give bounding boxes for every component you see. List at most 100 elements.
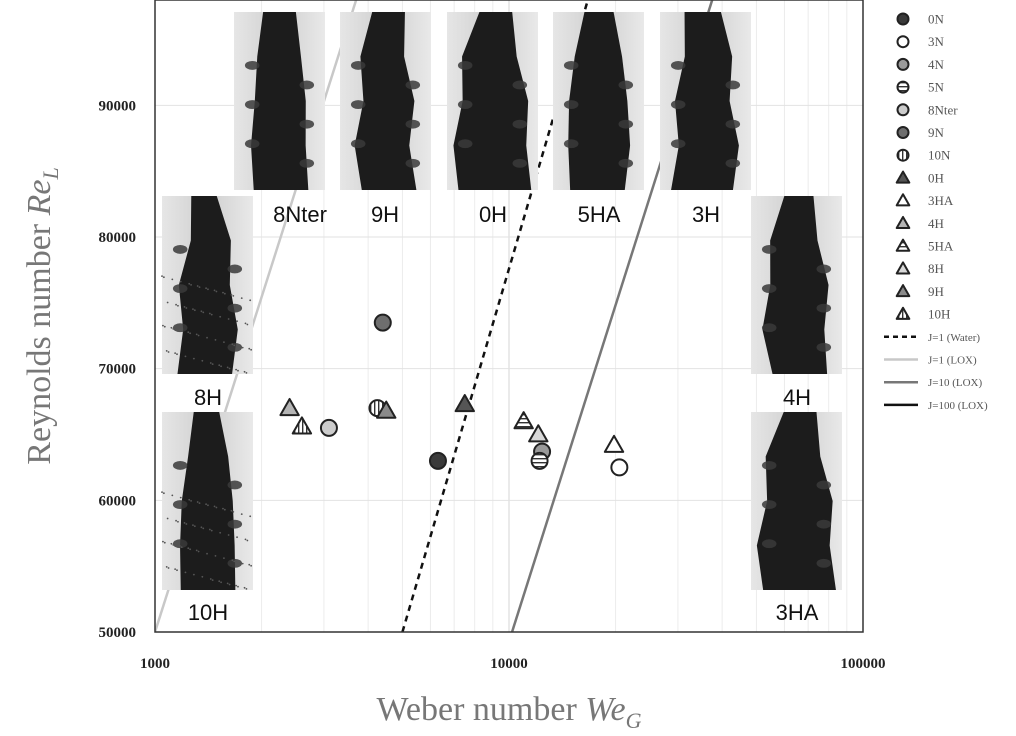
spray-droplet bbox=[165, 350, 168, 352]
spray-droplet bbox=[210, 529, 213, 532]
spray-ligament bbox=[405, 119, 421, 129]
legend-item-9n: 9N bbox=[896, 125, 945, 140]
spray-droplet bbox=[176, 569, 178, 572]
spray-droplet bbox=[171, 494, 174, 497]
legend-marker bbox=[895, 306, 911, 320]
spray-droplet bbox=[175, 303, 177, 306]
spray-image-label: 8Nter bbox=[273, 202, 327, 227]
legend: 0N 3N 4N 5N 8Nter 9N 10N 0H 3HA 4H 5HA 8H 9H 10H J=1 (… bbox=[884, 12, 988, 412]
spray-ligament bbox=[725, 80, 741, 90]
spray-droplet bbox=[230, 509, 233, 512]
spray-ligament bbox=[172, 284, 188, 294]
spray-ligament bbox=[670, 100, 686, 110]
x-tick-label: 100000 bbox=[841, 656, 886, 672]
spray-ligament bbox=[299, 119, 315, 129]
spray-image-label: 8H bbox=[194, 385, 222, 410]
point-9n bbox=[373, 313, 392, 332]
spray-ligament bbox=[761, 284, 777, 294]
spray-ligament bbox=[816, 303, 832, 313]
spray-ligament bbox=[816, 519, 832, 529]
spray-droplet bbox=[245, 372, 248, 374]
spray-ligament bbox=[816, 558, 832, 568]
x-axis-title-subscript: G bbox=[626, 708, 642, 733]
legend-item-0n: 0N bbox=[896, 12, 945, 27]
legend-label: J=100 (LOX) bbox=[928, 400, 988, 412]
spray-droplet bbox=[166, 517, 169, 520]
spray-image-8h: 8H bbox=[161, 196, 253, 410]
spray-droplet bbox=[209, 362, 212, 364]
spray-droplet bbox=[200, 310, 203, 313]
spray-droplet bbox=[249, 299, 252, 302]
spray-droplet bbox=[210, 313, 213, 316]
legend-label: J=1 (LOX) bbox=[928, 355, 977, 367]
spray-droplet bbox=[250, 564, 253, 567]
spray-droplet bbox=[232, 511, 235, 513]
spray-droplet bbox=[223, 341, 225, 343]
spray-droplet bbox=[187, 331, 190, 334]
spray-droplet bbox=[227, 318, 230, 320]
spray-ligament bbox=[244, 60, 260, 70]
spray-droplet bbox=[171, 278, 174, 281]
spray-droplet bbox=[193, 525, 196, 528]
spray-droplet bbox=[192, 573, 195, 576]
spray-image-3ha: 3HA bbox=[751, 412, 842, 625]
spray-droplet bbox=[208, 528, 211, 531]
spray-droplet bbox=[232, 295, 235, 297]
spray-droplet bbox=[235, 368, 238, 371]
spray-jet-core bbox=[762, 196, 829, 374]
spray-droplet bbox=[237, 585, 239, 588]
spray-droplet bbox=[219, 531, 222, 534]
spray-droplet bbox=[236, 536, 238, 539]
spray-droplet bbox=[206, 552, 208, 555]
spray-droplet bbox=[248, 563, 251, 566]
spray-ligament bbox=[172, 460, 188, 470]
spray-ligament bbox=[563, 139, 579, 149]
legend-item-j-1-lox: J=1 (LOX) bbox=[884, 355, 977, 367]
legend-label: 5N bbox=[928, 80, 945, 95]
spray-droplet bbox=[187, 547, 190, 550]
spray-droplet bbox=[246, 539, 249, 542]
spray-droplet bbox=[220, 581, 223, 584]
spray-droplet bbox=[178, 545, 181, 547]
spray-ligament bbox=[227, 303, 243, 313]
legend-item-8nter: 8Nter bbox=[896, 102, 958, 117]
spray-droplet bbox=[233, 560, 236, 563]
spray-ligament bbox=[227, 480, 243, 490]
spray-droplet bbox=[214, 555, 217, 557]
spray-droplet bbox=[240, 297, 243, 299]
spray-droplet bbox=[200, 526, 203, 529]
spray-ligament bbox=[761, 244, 777, 254]
spray-droplet bbox=[198, 502, 201, 504]
spray-jet-core bbox=[177, 196, 238, 374]
data-points bbox=[279, 313, 629, 477]
spray-droplet bbox=[192, 524, 194, 526]
spray-droplet bbox=[184, 355, 187, 358]
spray-droplet bbox=[244, 538, 247, 541]
legend-item-3n: 3N bbox=[896, 34, 945, 49]
spray-droplet bbox=[213, 505, 216, 508]
x-axis-title-symbol: We bbox=[585, 691, 625, 728]
spray-image-label: 9H bbox=[371, 202, 399, 227]
spray-image-label: 0H bbox=[479, 202, 507, 227]
spray-droplet bbox=[202, 527, 205, 530]
legend-label: 9N bbox=[928, 125, 945, 140]
spray-droplet bbox=[202, 311, 205, 314]
spray-droplet bbox=[193, 309, 196, 312]
legend-label: 10H bbox=[928, 307, 950, 322]
spray-droplet bbox=[189, 548, 192, 551]
spray-droplet bbox=[183, 306, 186, 308]
legend-marker bbox=[895, 238, 911, 252]
spray-droplet bbox=[189, 332, 192, 335]
legend-label: 10N bbox=[928, 148, 951, 163]
spray-ligament bbox=[350, 100, 366, 110]
legend-marker bbox=[895, 215, 911, 230]
spray-droplet bbox=[190, 500, 192, 502]
y-axis-title-main: Reynolds number bbox=[21, 215, 58, 464]
spray-image-3h: 3H bbox=[660, 12, 751, 227]
spray-ligament bbox=[761, 460, 777, 470]
point-0h bbox=[454, 394, 475, 413]
spray-jet-core bbox=[756, 412, 836, 590]
spray-droplet bbox=[209, 578, 212, 580]
spray-ligament bbox=[405, 80, 421, 90]
spray-droplet bbox=[192, 357, 195, 360]
